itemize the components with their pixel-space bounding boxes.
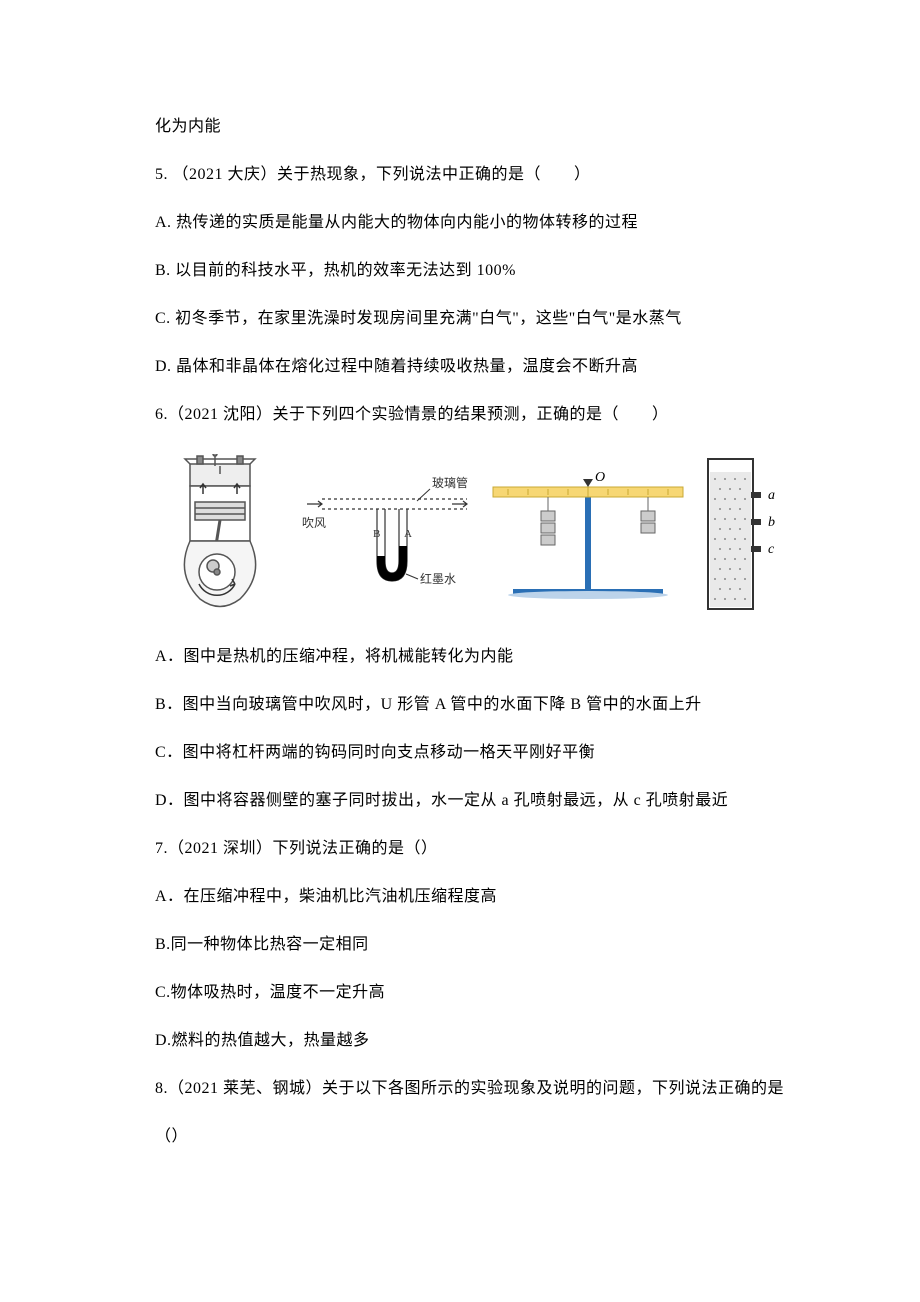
label-o: O [595, 470, 605, 485]
glass-tube-label: 玻璃管 [432, 475, 468, 490]
q5-option-a: A. 热传递的实质是能量从内能大的物体向内能小的物体转移的过程 [155, 211, 790, 235]
lever-figure: O [483, 461, 693, 611]
engine-svg [155, 454, 285, 619]
q5-stem: 5. （2021 大庆）关于热现象，下列说法中正确的是（ ） [155, 163, 790, 187]
label-hole-a: a [768, 488, 775, 503]
q5-option-d: D. 晶体和非晶体在熔化过程中随着持续吸收热量，温度会不断升高 [155, 355, 790, 379]
q7-stem: 7.（2021 深圳）下列说法正确的是（） [155, 837, 790, 861]
blow-label: 吹风 [302, 516, 326, 530]
q7-option-d: D.燃料的热值越大，热量越多 [155, 1029, 790, 1053]
intro-line: 化为内能 [155, 115, 790, 139]
q6-option-b: B．图中当向玻璃管中吹风时，U 形管 A 管中的水面下降 B 管中的水面上升 [155, 693, 790, 717]
q6-stem: 6.（2021 沈阳）关于下列四个实验情景的结果预测，正确的是（ ） [155, 403, 790, 427]
label-b: B [373, 528, 380, 540]
q7-option-a: A．在压缩冲程中，柴油机比汽油机压缩程度高 [155, 885, 790, 909]
q6-option-c: C．图中将杠杆两端的钩码同时向支点移动一格天平刚好平衡 [155, 741, 790, 765]
water-column-figure: a b c [700, 454, 790, 619]
q5-option-c: C. 初冬季节，在家里洗澡时发现房间里充满"白气"，这些"白气"是水蒸气 [155, 307, 790, 331]
utube-figure: 玻璃管 吹风 B A 红墨水 [292, 461, 477, 611]
ink-label: 红墨水 [420, 571, 456, 586]
utube-svg: 玻璃管 吹风 B A 红墨水 [292, 461, 477, 611]
water-column-svg: a b c [700, 454, 790, 619]
q7-option-c: C.物体吸热时，温度不一定升高 [155, 981, 790, 1005]
q8-paren: （） [155, 1125, 790, 1149]
q5-option-b: B. 以目前的科技水平，热机的效率无法达到 100% [155, 259, 790, 283]
q7-option-b: B.同一种物体比热容一定相同 [155, 933, 790, 957]
q6-option-a: A．图中是热机的压缩冲程，将机械能转化为内能 [155, 645, 790, 669]
q8-stem: 8.（2021 莱芜、钢城）关于以下各图所示的实验现象及说明的问题，下列说法正确… [155, 1077, 790, 1101]
engine-figure [155, 454, 285, 619]
q6-figures-row: 玻璃管 吹风 B A 红墨水 [155, 451, 790, 621]
q6-option-d: D．图中将容器侧壁的塞子同时拔出，水一定从 a 孔喷射最远，从 c 孔喷射最近 [155, 789, 790, 813]
lever-svg: O [483, 461, 693, 611]
label-hole-b: b [768, 515, 775, 530]
label-a: A [404, 528, 412, 540]
label-hole-c: c [768, 542, 775, 557]
